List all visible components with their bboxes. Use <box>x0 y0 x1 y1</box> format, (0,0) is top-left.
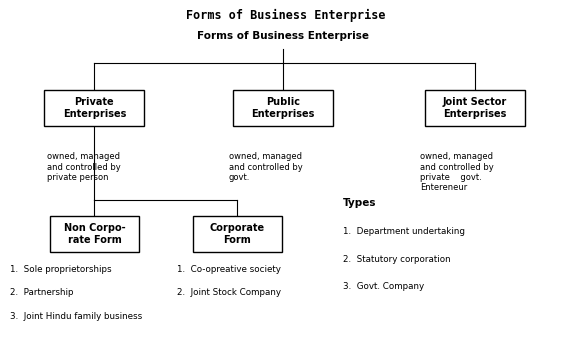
FancyBboxPatch shape <box>424 90 525 126</box>
Text: Joint Sector
Enterprises: Joint Sector Enterprises <box>443 97 507 119</box>
Text: owned, managed
and controlled by
private person: owned, managed and controlled by private… <box>47 152 121 182</box>
Text: Private
Enterprises: Private Enterprises <box>63 97 126 119</box>
Text: Corporate
Form: Corporate Form <box>210 223 265 245</box>
Text: 2.  Statutory corporation: 2. Statutory corporation <box>343 255 451 264</box>
Text: 2.  Joint Stock Company: 2. Joint Stock Company <box>177 288 281 297</box>
Text: Non Corpo-
rate Form: Non Corpo- rate Form <box>63 223 125 245</box>
FancyBboxPatch shape <box>233 90 333 126</box>
Text: Public
Enterprises: Public Enterprises <box>252 97 315 119</box>
Text: 3.  Joint Hindu family business: 3. Joint Hindu family business <box>10 312 142 320</box>
FancyBboxPatch shape <box>193 216 281 252</box>
Text: 2.  Partnership: 2. Partnership <box>10 288 74 297</box>
Text: 3.  Govt. Company: 3. Govt. Company <box>343 282 424 291</box>
Text: 1.  Department undertaking: 1. Department undertaking <box>343 227 465 236</box>
Text: Forms of Business Enterprise: Forms of Business Enterprise <box>197 31 369 41</box>
FancyBboxPatch shape <box>45 90 144 126</box>
Text: 1.  Co-opreative society: 1. Co-opreative society <box>177 265 281 274</box>
Text: owned, managed
and controlled by
govt.: owned, managed and controlled by govt. <box>229 152 303 182</box>
Text: Types: Types <box>343 198 377 208</box>
Text: 1.  Sole proprietorships: 1. Sole proprietorships <box>10 265 112 274</box>
Text: Forms of Business Enterprise: Forms of Business Enterprise <box>186 9 386 22</box>
FancyBboxPatch shape <box>50 216 139 252</box>
Text: owned, managed
and controlled by
private    govt.
Entereneur: owned, managed and controlled by private… <box>420 152 494 193</box>
